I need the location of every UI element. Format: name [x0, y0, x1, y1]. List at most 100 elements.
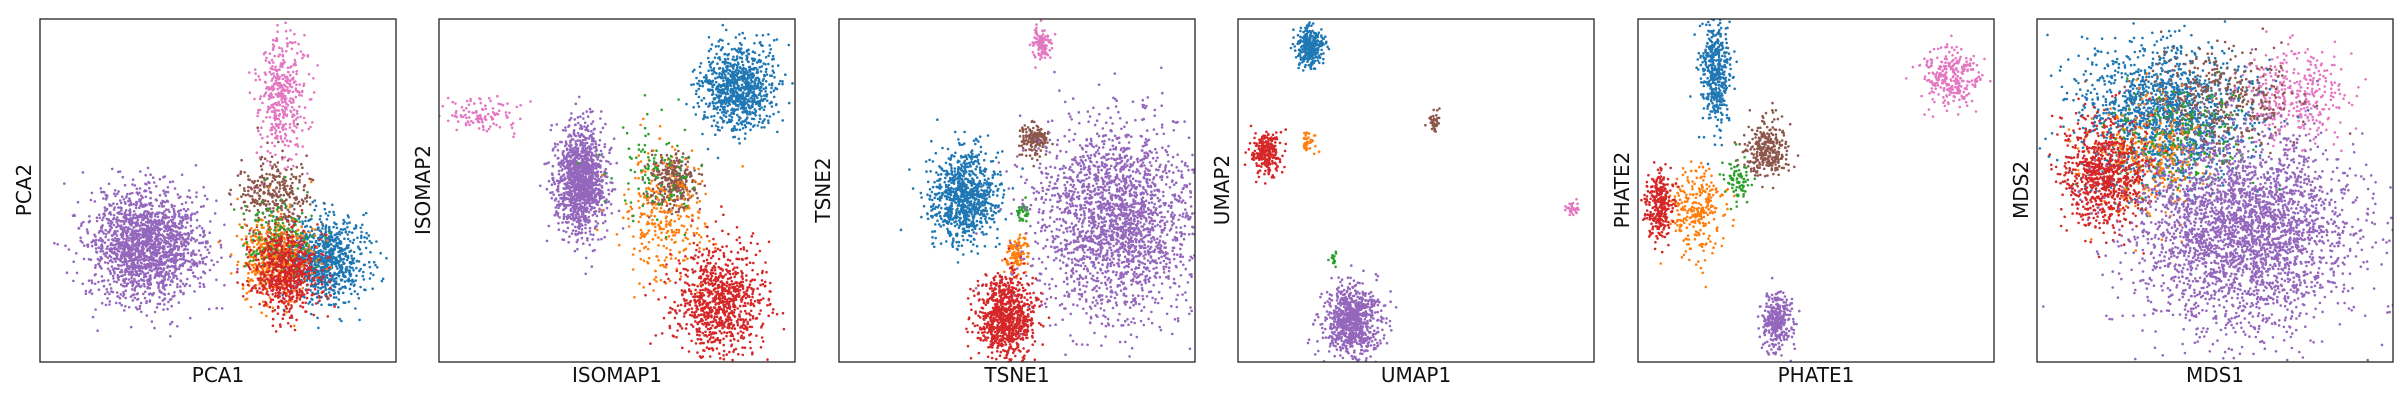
scatter-points-orange — [1302, 131, 1321, 156]
scatter-points-purple — [53, 163, 239, 338]
cluster-blue — [685, 23, 794, 160]
scatter-points-purple — [1756, 276, 1801, 362]
phate-x-axis-label: PHATE1 — [1778, 363, 1855, 387]
cluster-brown — [228, 122, 326, 253]
scatter-points-blue — [899, 118, 1024, 264]
scatter-points-orange — [595, 117, 745, 299]
cluster-orange — [1658, 160, 1736, 289]
panel-isomap: ISOMAP1 ISOMAP2 — [411, 18, 796, 387]
isomap-points — [439, 23, 794, 362]
cluster-red — [235, 208, 336, 333]
panel-phate: PHATE1 PHATE2 — [1610, 18, 1995, 387]
scatter-points-red — [1243, 124, 1288, 185]
scatter-points-red — [235, 208, 336, 333]
scatter-points-orange — [1001, 232, 1031, 280]
isomap-y-axis-label: ISOMAP2 — [411, 145, 435, 235]
scatter-points-brown — [228, 122, 326, 253]
tsne-points — [899, 19, 1195, 362]
cluster-pink — [1904, 34, 1992, 118]
umap-points — [1243, 21, 1580, 362]
tsne-x-axis-label: TSNE1 — [983, 363, 1049, 387]
scatter-points-brown — [640, 149, 707, 219]
cluster-blue — [1289, 21, 1331, 72]
scatter-points-blue — [685, 23, 794, 160]
cluster-red — [965, 247, 1051, 362]
mds-x-axis-label: MDS1 — [2186, 363, 2244, 387]
scatter-points-red — [1640, 161, 1680, 254]
cluster-red — [1640, 161, 1680, 254]
tsne-y-axis-label: TSNE2 — [811, 157, 835, 223]
scatter-points-brown — [1424, 107, 1441, 133]
phate-y-axis-label: PHATE2 — [1610, 152, 1634, 229]
cluster-pink — [2225, 30, 2367, 153]
cluster-red — [2048, 91, 2168, 259]
phate-plot-frame — [1637, 18, 1995, 363]
cluster-blue — [899, 118, 1024, 264]
cluster-green — [1718, 143, 1757, 211]
cluster-purple — [1756, 276, 1801, 362]
scatter-points-pink — [439, 94, 532, 139]
isomap-x-axis-label: ISOMAP1 — [572, 363, 662, 387]
cluster-orange — [1302, 131, 1321, 156]
cluster-blue — [1689, 19, 1738, 166]
cluster-green — [1327, 250, 1338, 269]
tsne-plot-frame — [838, 18, 1196, 363]
scatter-points-brown — [1733, 101, 1800, 190]
cluster-purple — [539, 95, 625, 276]
cluster-purple — [974, 66, 1195, 358]
cluster-brown — [640, 149, 707, 219]
umap-plot-frame — [1237, 18, 1595, 363]
cluster-orange — [595, 117, 745, 299]
pca-points — [53, 21, 388, 338]
cluster-purple — [53, 163, 239, 338]
pca-plot-frame — [39, 18, 397, 363]
cluster-brown — [1424, 107, 1441, 133]
scatter-points-purple — [539, 95, 625, 276]
cluster-pink — [247, 21, 319, 197]
scatter-points-pink — [247, 21, 319, 197]
mds-y-axis-label: MDS2 — [2009, 161, 2033, 219]
cluster-pink — [1028, 19, 1057, 69]
panel-tsne: TSNE1 TSNE2 — [811, 18, 1196, 387]
scatter-points-red — [2048, 91, 2168, 259]
scatter-points-brown — [1017, 119, 1054, 168]
scatter-points-pink — [1564, 197, 1580, 217]
panel-mds: MDS1 MDS2 — [2009, 18, 2394, 387]
cluster-brown — [1733, 101, 1800, 190]
umap-y-axis-label: UMAP2 — [1210, 155, 1234, 225]
cluster-brown — [1017, 119, 1054, 168]
scatter-points-green — [1718, 143, 1757, 211]
scatter-points-purple — [974, 66, 1195, 358]
scatter-points-blue — [1289, 21, 1331, 72]
scatter-points-blue — [1689, 19, 1738, 166]
panel-pca: PCA1 PCA2 — [12, 18, 397, 387]
cluster-pink — [439, 94, 532, 139]
cluster-green — [1015, 196, 1030, 223]
mds-points — [2038, 20, 2393, 362]
scatter-points-pink — [1028, 19, 1057, 69]
scatter-points-red — [644, 205, 786, 362]
cluster-red — [644, 205, 786, 362]
scatter-points-purple — [2042, 48, 2393, 362]
scatter-points-orange — [2067, 72, 2231, 252]
pca-x-axis-label: PCA1 — [192, 363, 244, 387]
scatter-points-purple — [1306, 264, 1398, 362]
cluster-pink — [1564, 197, 1580, 217]
phate-points — [1640, 19, 1992, 362]
umap-x-axis-label: UMAP1 — [1381, 363, 1451, 387]
cluster-orange — [2067, 72, 2231, 252]
panel-umap: UMAP1 UMAP2 — [1210, 18, 1595, 387]
scatter-points-red — [965, 247, 1051, 362]
scatter-points-green — [1015, 196, 1030, 223]
cluster-orange — [1001, 232, 1031, 280]
pca-y-axis-label: PCA2 — [12, 164, 36, 216]
scatter-points-pink — [1904, 34, 1992, 118]
mds-plot-frame — [2036, 18, 2394, 363]
cluster-red — [1243, 124, 1288, 185]
scatter-points-green — [1327, 250, 1338, 269]
cluster-purple — [1306, 264, 1398, 362]
cluster-purple — [2042, 48, 2393, 362]
isomap-plot-frame — [438, 18, 796, 363]
scatter-points-pink — [2225, 30, 2367, 153]
